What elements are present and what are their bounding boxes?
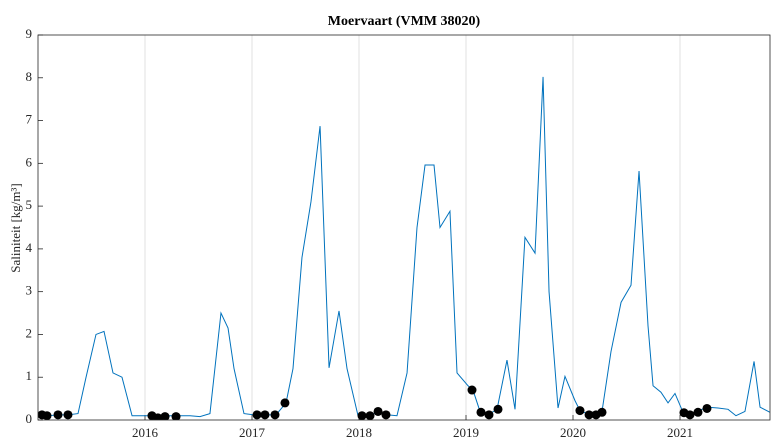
- data-point: [260, 410, 270, 420]
- data-point: [584, 410, 594, 420]
- plot-area: [38, 35, 770, 420]
- y-tick-label: 1: [26, 368, 33, 383]
- grid: [38, 34, 681, 421]
- data-point: [357, 411, 367, 420]
- data-point: [702, 403, 712, 413]
- data-point: [171, 412, 181, 420]
- x-tick-label: 2021: [667, 425, 693, 440]
- y-axis-title: Saliniteit [kg/m³]: [8, 183, 23, 272]
- data-point: [280, 398, 290, 408]
- data-point: [63, 410, 73, 420]
- x-tick-label: 2016: [132, 425, 159, 440]
- y-tick-label: 4: [26, 240, 33, 255]
- marks: [38, 76, 770, 420]
- data-point: [270, 410, 280, 420]
- data-point: [685, 410, 695, 420]
- y-tick-label: 2: [26, 325, 33, 340]
- x-tick-label: 2019: [453, 425, 479, 440]
- data-point: [53, 410, 63, 420]
- labels: 0 1 2 3 4 5 6 7 8 9 2016 2017 2018 2019 2020 2021: [26, 26, 694, 440]
- data-point: [153, 413, 163, 420]
- x-tick-label: 2017: [239, 425, 266, 440]
- data-point: [575, 406, 585, 416]
- y-tick-label: 9: [26, 26, 33, 41]
- axes-box: [37, 34, 771, 421]
- data-point: [42, 411, 52, 420]
- data-point: [365, 411, 375, 420]
- chart-title: Moervaart (VMM 38020): [328, 14, 481, 29]
- y-tick-label: 8: [26, 69, 33, 84]
- data-point: [493, 404, 503, 414]
- data-point: [467, 385, 477, 395]
- data-point: [597, 407, 607, 417]
- y-tick-label: 0: [26, 411, 33, 426]
- y-tick-label: 5: [26, 197, 33, 212]
- data-point: [693, 407, 703, 417]
- y-tick-label: 3: [26, 283, 33, 298]
- data-point: [252, 410, 262, 420]
- y-tick-label: 7: [26, 112, 33, 127]
- x-tick-label: 2020: [560, 425, 586, 440]
- data-point: [484, 410, 494, 420]
- y-tick-label: 6: [26, 154, 33, 169]
- data-point: [160, 412, 170, 420]
- data-point: [373, 406, 383, 416]
- data-point: [476, 407, 486, 417]
- x-tick-label: 2018: [346, 425, 372, 440]
- data-point: [381, 410, 391, 420]
